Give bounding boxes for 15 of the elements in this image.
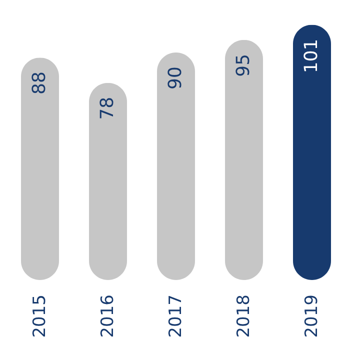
data-label: 95 bbox=[233, 54, 254, 77]
x-tick-label: 2017 bbox=[166, 294, 186, 338]
bar bbox=[21, 58, 59, 280]
bar bbox=[157, 52, 195, 280]
data-label: 90 bbox=[165, 66, 186, 90]
data-label: 78 bbox=[97, 96, 118, 120]
x-tick-label: 2018 bbox=[234, 294, 254, 338]
bar bbox=[89, 82, 127, 280]
data-label: 101 bbox=[301, 38, 322, 74]
x-tick-label: 2015 bbox=[30, 294, 50, 338]
bar bbox=[225, 40, 263, 280]
bar bbox=[293, 24, 331, 280]
x-tick-label: 2019 bbox=[302, 294, 322, 338]
data-label: 88 bbox=[29, 72, 50, 95]
x-tick-label: 2016 bbox=[98, 294, 118, 338]
